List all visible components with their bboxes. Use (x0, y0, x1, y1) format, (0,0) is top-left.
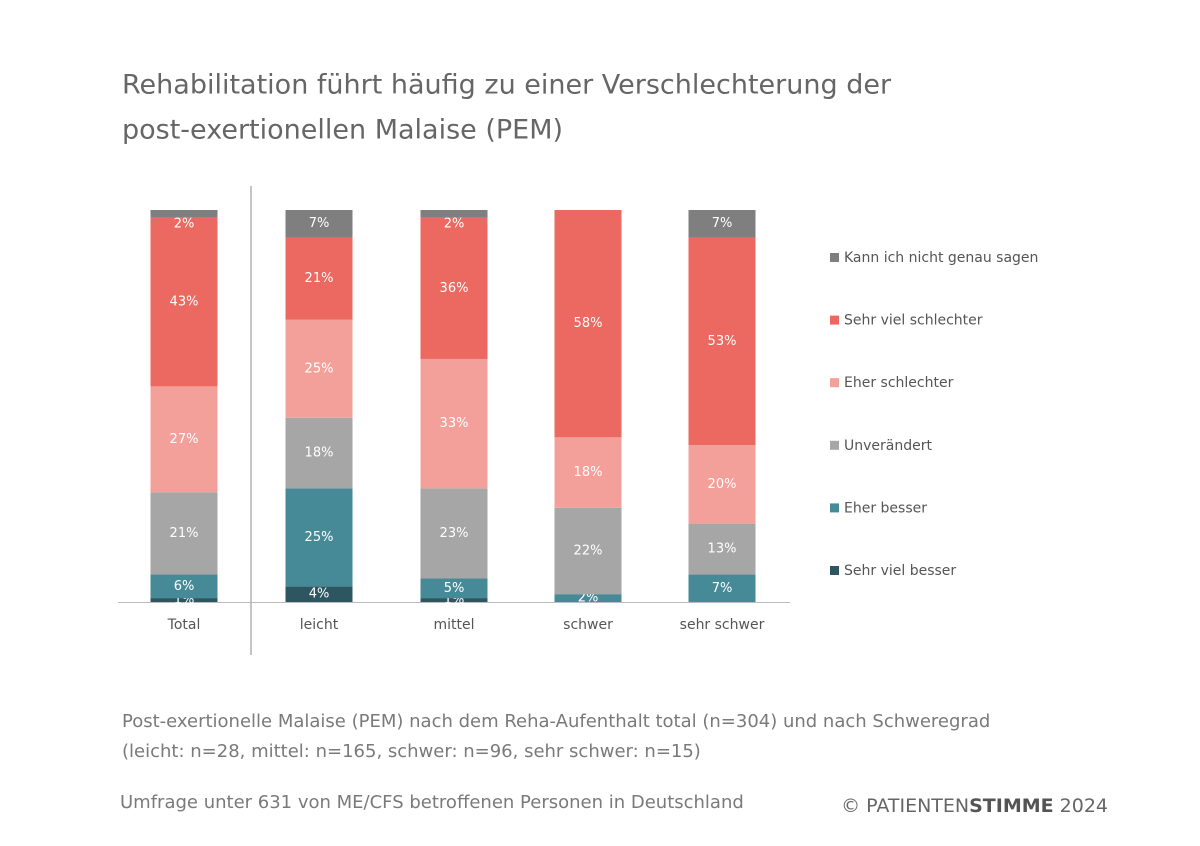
bar-segment (554, 594, 622, 602)
x-tick-label: sehr schwer (680, 617, 765, 633)
data-label: 53% (708, 334, 737, 349)
legend-label: Unverändert (844, 438, 932, 454)
x-tick-label: leicht (300, 617, 339, 633)
bar-segment (688, 574, 756, 602)
bar-segment (688, 445, 756, 524)
data-label: 23% (440, 526, 469, 541)
bar-segment (150, 598, 218, 602)
data-label: 21% (170, 526, 199, 541)
legend-label: Sehr viel besser (844, 563, 956, 579)
data-label: 6% (174, 579, 195, 594)
data-label: 43% (170, 295, 199, 310)
bar-segment (420, 210, 488, 218)
legend-label: Eher besser (844, 500, 927, 516)
bar-segment (150, 386, 218, 493)
source: Umfrage unter 631 von ME/CFS betroffenen… (120, 792, 744, 813)
data-label: 18% (574, 465, 603, 480)
data-label: 2% (578, 591, 599, 606)
legend-label: Eher schlechter (844, 375, 954, 391)
bar-segment (688, 237, 756, 446)
bar-segment (285, 210, 353, 238)
bar-segment (420, 488, 488, 579)
bar-segment (285, 319, 353, 418)
bar-segment (420, 217, 488, 359)
legend-swatch (830, 315, 839, 325)
bar-segment (285, 586, 353, 602)
bar-segment (285, 488, 353, 587)
bar-segment (285, 237, 353, 320)
bar-segment (554, 507, 622, 595)
x-tick-label: Total (167, 617, 201, 633)
data-label: 36% (440, 281, 469, 296)
data-label: 7% (309, 216, 330, 231)
caption: Post-exertionelle Malaise (PEM) nach dem… (122, 711, 990, 732)
data-label: 25% (305, 361, 334, 376)
bar-segment (150, 574, 218, 599)
legend-swatch (830, 503, 839, 513)
legend-label: Sehr viel schlechter (844, 313, 983, 329)
bar-segment (688, 523, 756, 575)
credit-year: 2024 (1060, 795, 1108, 817)
data-label: 21% (305, 271, 334, 286)
data-label: 20% (708, 477, 737, 492)
bar-segment (150, 217, 218, 387)
data-label: 13% (708, 542, 737, 557)
legend-swatch (830, 253, 839, 262)
chart-title: post-exertionellen Malaise (PEM) (122, 115, 563, 146)
data-label: 5% (444, 581, 465, 596)
caption: (leicht: n=28, mittel: n=165, schwer: n=… (122, 741, 701, 762)
data-label: 7% (712, 581, 733, 596)
x-tick-label: schwer (563, 617, 613, 633)
data-label: 27% (170, 432, 199, 447)
data-label: 58% (574, 316, 603, 331)
bar-segment (554, 437, 622, 508)
bar-segment (554, 210, 622, 438)
bar-segment (420, 358, 488, 489)
bar-segment (150, 492, 218, 575)
data-label: 7% (712, 216, 733, 231)
credit-brand: STIMME (969, 795, 1054, 817)
bar-segment (420, 578, 488, 599)
bar-segment (150, 210, 218, 218)
credit: © PATIENTENSTIMME 2024 (841, 795, 1108, 817)
data-label: 18% (305, 446, 334, 461)
data-label: 25% (305, 530, 334, 545)
bar-segment (420, 598, 488, 602)
bar-segment (688, 210, 756, 238)
x-tick-label: mittel (433, 617, 474, 633)
data-label: 4% (309, 587, 330, 602)
data-label: 2% (444, 217, 465, 232)
legend-swatch (830, 378, 839, 388)
legend-swatch (830, 566, 839, 575)
bar-segment (285, 417, 353, 489)
data-label: 22% (574, 544, 603, 559)
data-label: 33% (440, 416, 469, 431)
legend-label: Kann ich nicht genau sagen (844, 250, 1038, 266)
credit-prefix: © PATIENTEN (841, 795, 969, 817)
data-label: 2% (174, 217, 195, 232)
chart-title: Rehabilitation führt häufig zu einer Ver… (122, 70, 892, 101)
legend-swatch (830, 440, 839, 450)
